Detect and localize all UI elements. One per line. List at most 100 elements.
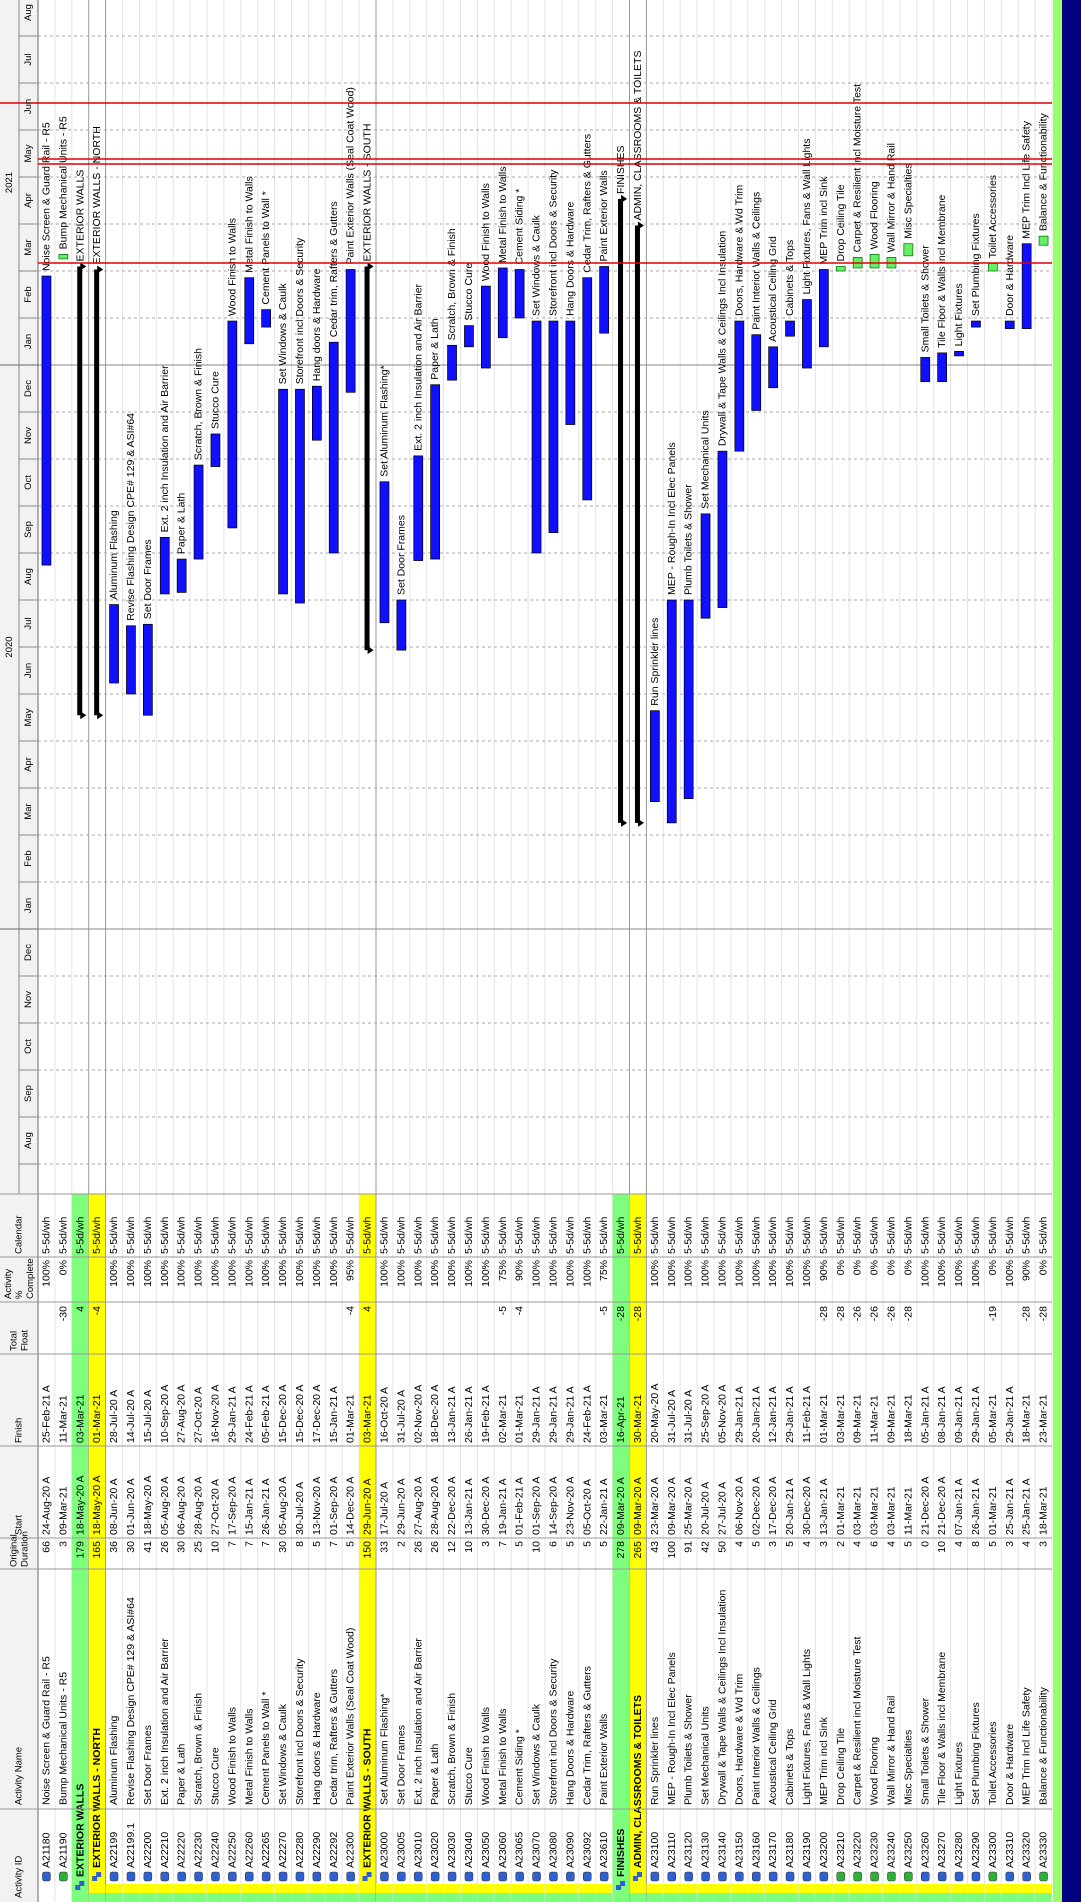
indent-strip: [646, 1893, 664, 1902]
bar-label: MEP Trim Incl Life Safety: [1021, 120, 1033, 238]
start-date: 27-Jul-20 A: [716, 1482, 728, 1535]
finish-date: 24-Feb-21 A: [243, 1385, 255, 1443]
activity-id: A23250: [902, 1832, 914, 1868]
finish-date: 05-Jan-21 A: [919, 1386, 931, 1443]
activity-id: A23005: [395, 1832, 407, 1868]
bar-label: Storefront incl Doors & Security: [294, 237, 306, 384]
indent-strip: [291, 1893, 309, 1902]
bar-label: Hang Doors & Hardware: [564, 201, 576, 316]
summary-bar: [94, 269, 100, 716]
activity-id: A23090: [564, 1832, 576, 1868]
activity-id: A23070: [531, 1832, 543, 1868]
indent-strip: [950, 1884, 968, 1893]
activity-bar: [1021, 243, 1032, 329]
original-duration: 4: [1021, 1541, 1033, 1547]
column-header: Activity ID: [14, 1856, 25, 1898]
start-date: 28-Aug-20 A: [429, 1477, 441, 1535]
indent-strip: [561, 1893, 579, 1902]
activity-name: Set Door Frames: [142, 1725, 154, 1805]
original-duration: 10: [936, 1541, 948, 1553]
bar-label: Door & Hardware: [1004, 235, 1016, 316]
activity-id: A23310: [1004, 1832, 1016, 1868]
group-row-bg: [359, 1194, 377, 1902]
original-duration: 26: [429, 1541, 441, 1553]
activity-icon: [819, 1871, 829, 1882]
percent-complete: 100%: [108, 1260, 120, 1287]
start-date: 13-Jan-21 A: [463, 1478, 475, 1535]
group-icon: [632, 1876, 638, 1881]
indent-strip: [578, 1884, 596, 1893]
indent-strip: [122, 1893, 140, 1902]
indent-strip: [798, 1884, 816, 1893]
group-icon: [75, 1885, 81, 1890]
summary-end: [97, 711, 104, 720]
activity-bar: [666, 599, 677, 824]
indent-strip: [916, 1884, 934, 1893]
indent-strip: [190, 1893, 208, 1902]
activity-bar: [785, 320, 795, 337]
finish-date: 15-Dec-20 A: [277, 1385, 289, 1443]
original-duration: 33: [378, 1541, 390, 1553]
original-duration: 30: [125, 1541, 137, 1553]
indent-strip: [764, 1884, 782, 1893]
activity-name: Cabinets & Tops: [784, 1729, 796, 1805]
activity-id: A22300: [345, 1832, 357, 1868]
activity-name: Small Toilets & Shower: [919, 1697, 931, 1805]
percent-complete: 100%: [243, 1260, 255, 1287]
column-header: Activity Name: [14, 1747, 25, 1805]
start-date: 05-Aug-20 A: [159, 1477, 171, 1535]
start-date: 03-Mar-21: [852, 1486, 864, 1535]
indent-strip: [257, 1884, 275, 1893]
original-duration: 66: [40, 1541, 52, 1553]
activity-bar: [295, 388, 305, 604]
calendar: 5-5d/wh: [142, 1216, 154, 1254]
activity-name: Cedar trim, Rafters & Gutters: [328, 1669, 340, 1805]
activity-icon: [1039, 1871, 1048, 1882]
activity-icon: [836, 1871, 845, 1882]
start-date: 27-Oct-20 A: [209, 1479, 221, 1535]
group-name: FINISHES: [615, 1829, 627, 1877]
start-date: 19-Jan-21 A: [497, 1478, 509, 1535]
activity-icon: [160, 1871, 169, 1882]
activity-id: A22199.1: [125, 1823, 137, 1868]
indent-strip: [207, 1893, 224, 1902]
activity-icon: [954, 1871, 964, 1882]
activity-bar: [109, 604, 119, 684]
start-date: 29-Jun-20 A: [362, 1478, 374, 1535]
activity-id: A22260: [243, 1832, 255, 1868]
bar-label: Scratch, Brown & Finish: [193, 348, 205, 460]
activity-icon: [549, 1871, 558, 1882]
activity-id: A23060: [497, 1832, 509, 1868]
indent-strip: [173, 1893, 191, 1902]
activity-bar: [210, 433, 221, 467]
activity-icon: [853, 1871, 862, 1882]
finish-date: 18-Dec-20 A: [429, 1385, 441, 1443]
remaining-bar: [869, 253, 880, 269]
start-date: 23-Mar-20 A: [649, 1477, 661, 1535]
bar-label: Cement Panels to Wall *: [260, 191, 272, 304]
start-date: 01-Sep-20 A: [328, 1477, 340, 1535]
bar-label: Wood Finish to Walls: [226, 218, 238, 316]
bar-label: Wall Mirror & Hand Rail: [885, 143, 897, 252]
finish-date: 01-Mar-21: [345, 1394, 357, 1443]
activity-id: A23065: [514, 1832, 526, 1868]
calendar: 5-5d/wh: [835, 1216, 847, 1254]
finish-date: 29-Jan-21 A: [564, 1386, 576, 1443]
year-label: 2021: [4, 172, 15, 193]
activity-id: A23160: [750, 1832, 762, 1868]
total-float: -26: [852, 1306, 864, 1321]
activity-id: A23300: [987, 1832, 999, 1868]
percent-complete: 100%: [801, 1260, 813, 1287]
activity-id: A23140: [716, 1832, 728, 1868]
original-duration: 3: [57, 1541, 69, 1547]
percent-complete: 100%: [649, 1260, 661, 1287]
percent-complete: 0%: [852, 1260, 864, 1275]
activity-name: Light Fixtures, Fans & Wall Lights: [801, 1649, 813, 1805]
activity-icon: [430, 1871, 440, 1882]
activity-name: Revise Flashing Design CPE# 129 & ASI#64: [125, 1597, 137, 1805]
activity-icon: [245, 1871, 254, 1882]
activity-id: A23200: [818, 1832, 830, 1868]
activity-id: A21180: [40, 1832, 52, 1868]
activity-icon: [261, 1871, 271, 1882]
indent-strip: [545, 1884, 562, 1893]
